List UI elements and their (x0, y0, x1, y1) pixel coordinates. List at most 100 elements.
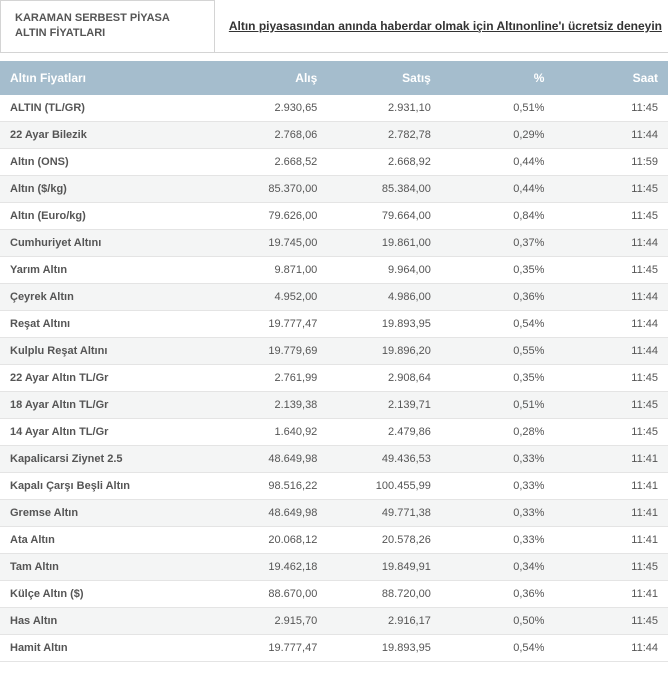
cell-buy: 2.930,65 (214, 95, 328, 122)
cell-pct: 0,55% (441, 337, 555, 364)
cell-sell: 2.916,17 (327, 607, 441, 634)
table-row: Altın (Euro/kg)79.626,0079.664,000,84%11… (0, 202, 668, 229)
cell-pct: 0,29% (441, 121, 555, 148)
cell-pct: 0,28% (441, 418, 555, 445)
cell-time: 11:45 (554, 418, 668, 445)
cell-buy: 48.649,98 (214, 499, 328, 526)
cell-time: 11:44 (554, 337, 668, 364)
table-row: Kulplu Reşat Altını19.779,6919.896,200,5… (0, 337, 668, 364)
cell-buy: 19.745,00 (214, 229, 328, 256)
table-row: 14 Ayar Altın TL/Gr1.640,922.479,860,28%… (0, 418, 668, 445)
cell-buy: 4.952,00 (214, 283, 328, 310)
cell-time: 11:41 (554, 526, 668, 553)
table-row: Gremse Altın48.649,9849.771,380,33%11:41 (0, 499, 668, 526)
table-row: Altın ($/kg)85.370,0085.384,000,44%11:45 (0, 175, 668, 202)
cell-buy: 98.516,22 (214, 472, 328, 499)
table-row: 22 Ayar Altın TL/Gr2.761,992.908,640,35%… (0, 364, 668, 391)
cell-sell: 2.782,78 (327, 121, 441, 148)
table-row: Kapalicarsi Ziynet 2.548.649,9849.436,53… (0, 445, 668, 472)
cell-buy: 2.768,06 (214, 121, 328, 148)
cell-name: Kapalı Çarşı Beşli Altın (0, 472, 214, 499)
cell-name: Hamit Altın (0, 634, 214, 661)
cell-pct: 0,36% (441, 283, 555, 310)
cell-sell: 19.893,95 (327, 634, 441, 661)
cell-pct: 0,51% (441, 391, 555, 418)
table-row: Ata Altın20.068,1220.578,260,33%11:41 (0, 526, 668, 553)
cell-time: 11:44 (554, 310, 668, 337)
cell-pct: 0,54% (441, 634, 555, 661)
cell-buy: 2.915,70 (214, 607, 328, 634)
col-header-sell: Satış (327, 61, 441, 95)
table-row: Tam Altın19.462,1819.849,910,34%11:45 (0, 553, 668, 580)
cell-pct: 0,35% (441, 364, 555, 391)
col-header-time: Saat (554, 61, 668, 95)
cell-sell: 4.986,00 (327, 283, 441, 310)
cell-buy: 2.139,38 (214, 391, 328, 418)
table-row: Hamit Altın19.777,4719.893,950,54%11:44 (0, 634, 668, 661)
cell-name: Çeyrek Altın (0, 283, 214, 310)
cell-name: Kulplu Reşat Altını (0, 337, 214, 364)
cell-pct: 0,44% (441, 148, 555, 175)
cell-name: Has Altın (0, 607, 214, 634)
cell-pct: 0,33% (441, 472, 555, 499)
cell-sell: 85.384,00 (327, 175, 441, 202)
cell-sell: 19.849,91 (327, 553, 441, 580)
cell-sell: 19.861,00 (327, 229, 441, 256)
cell-time: 11:44 (554, 229, 668, 256)
tab-title[interactable]: KARAMAN SERBEST PİYASA ALTIN FİYATLARI (0, 0, 215, 52)
cell-sell: 2.139,71 (327, 391, 441, 418)
cell-sell: 49.436,53 (327, 445, 441, 472)
cell-name: Cumhuriyet Altını (0, 229, 214, 256)
cell-time: 11:45 (554, 607, 668, 634)
cell-sell: 100.455,99 (327, 472, 441, 499)
promo-link[interactable]: Altın piyasasından anında haberdar olmak… (215, 0, 668, 52)
cell-pct: 0,34% (441, 553, 555, 580)
cell-time: 11:44 (554, 634, 668, 661)
cell-buy: 79.626,00 (214, 202, 328, 229)
cell-sell: 2.479,86 (327, 418, 441, 445)
table-row: Kapalı Çarşı Beşli Altın98.516,22100.455… (0, 472, 668, 499)
cell-pct: 0,84% (441, 202, 555, 229)
cell-buy: 2.668,52 (214, 148, 328, 175)
cell-pct: 0,33% (441, 499, 555, 526)
cell-sell: 19.896,20 (327, 337, 441, 364)
cell-name: Altın ($/kg) (0, 175, 214, 202)
cell-buy: 2.761,99 (214, 364, 328, 391)
cell-sell: 9.964,00 (327, 256, 441, 283)
gold-prices-table: Altın Fiyatları Alış Satış % Saat ALTIN … (0, 61, 668, 662)
cell-pct: 0,37% (441, 229, 555, 256)
cell-sell: 2.668,92 (327, 148, 441, 175)
cell-sell: 19.893,95 (327, 310, 441, 337)
table-body: ALTIN (TL/GR)2.930,652.931,100,51%11:452… (0, 95, 668, 662)
cell-sell: 79.664,00 (327, 202, 441, 229)
cell-time: 11:41 (554, 580, 668, 607)
cell-buy: 88.670,00 (214, 580, 328, 607)
cell-name: 18 Ayar Altın TL/Gr (0, 391, 214, 418)
col-header-name: Altın Fiyatları (0, 61, 214, 95)
cell-pct: 0,51% (441, 95, 555, 122)
table-row: Külçe Altın ($)88.670,0088.720,000,36%11… (0, 580, 668, 607)
table-row: Çeyrek Altın4.952,004.986,000,36%11:44 (0, 283, 668, 310)
cell-buy: 85.370,00 (214, 175, 328, 202)
cell-buy: 48.649,98 (214, 445, 328, 472)
cell-time: 11:59 (554, 148, 668, 175)
cell-sell: 2.931,10 (327, 95, 441, 122)
cell-pct: 0,33% (441, 526, 555, 553)
cell-buy: 9.871,00 (214, 256, 328, 283)
table-row: Has Altın2.915,702.916,170,50%11:45 (0, 607, 668, 634)
table-row: Reşat Altını19.777,4719.893,950,54%11:44 (0, 310, 668, 337)
cell-buy: 19.777,47 (214, 310, 328, 337)
cell-time: 11:41 (554, 445, 668, 472)
table-row: Altın (ONS)2.668,522.668,920,44%11:59 (0, 148, 668, 175)
cell-name: Külçe Altın ($) (0, 580, 214, 607)
cell-name: Altın (Euro/kg) (0, 202, 214, 229)
col-header-pct: % (441, 61, 555, 95)
cell-name: Tam Altın (0, 553, 214, 580)
cell-buy: 19.777,47 (214, 634, 328, 661)
cell-time: 11:45 (554, 202, 668, 229)
cell-sell: 88.720,00 (327, 580, 441, 607)
table-header-row: Altın Fiyatları Alış Satış % Saat (0, 61, 668, 95)
cell-time: 11:41 (554, 472, 668, 499)
cell-sell: 2.908,64 (327, 364, 441, 391)
cell-name: 14 Ayar Altın TL/Gr (0, 418, 214, 445)
